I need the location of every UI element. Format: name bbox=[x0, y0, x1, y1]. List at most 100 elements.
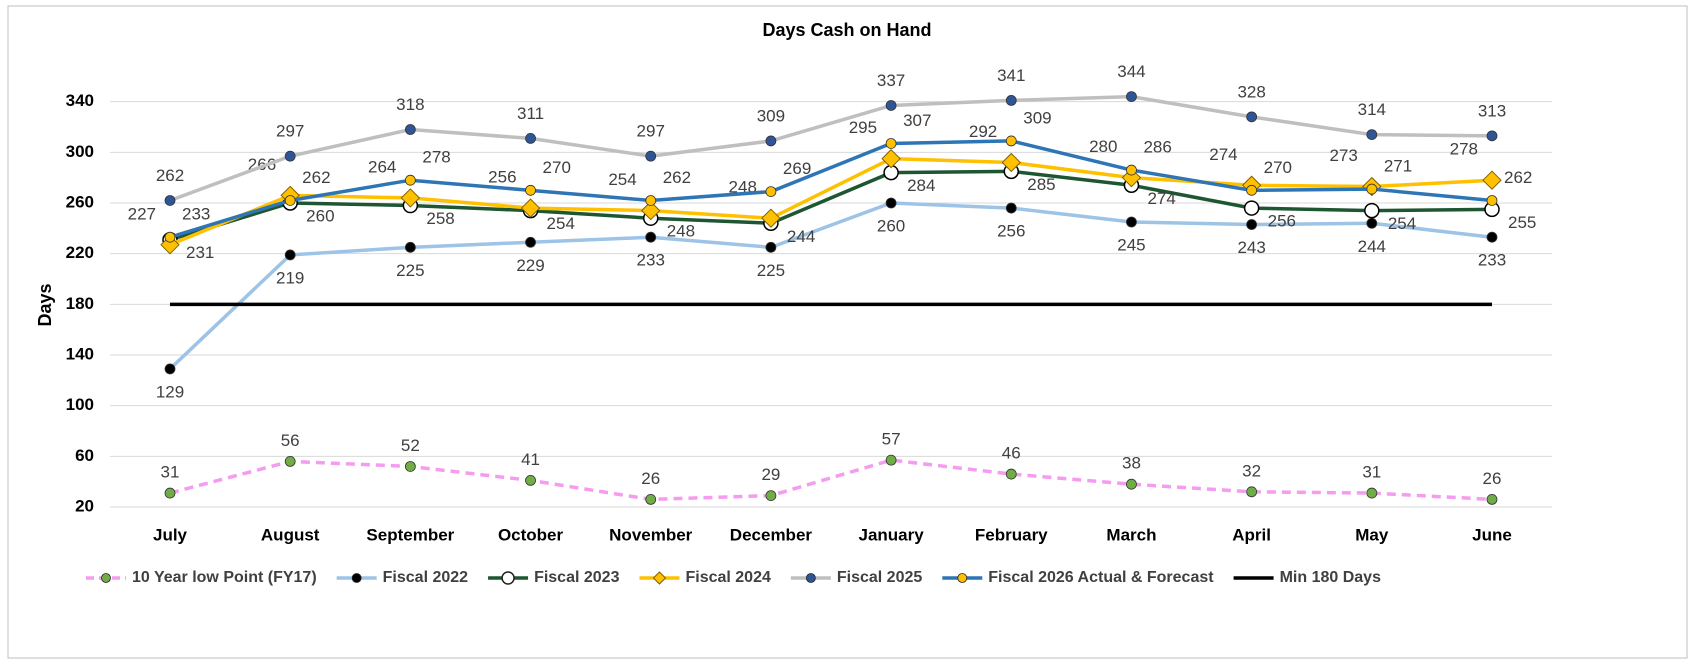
x-tick-label: February bbox=[975, 525, 1048, 544]
data-label: 286 bbox=[1143, 138, 1171, 157]
data-label: 295 bbox=[849, 118, 877, 137]
data-label: 309 bbox=[757, 106, 785, 125]
marker bbox=[1126, 478, 1137, 490]
data-label: 270 bbox=[543, 158, 571, 177]
marker bbox=[404, 461, 416, 472]
data-label: 57 bbox=[882, 430, 901, 449]
marker bbox=[1486, 130, 1498, 142]
series: 262 297 318 311 297 309 337 341 344 328 314 313 bbox=[156, 62, 1506, 206]
marker bbox=[284, 455, 296, 467]
data-label: 255 bbox=[1508, 213, 1536, 232]
x-tick-label: September bbox=[366, 525, 454, 544]
line bbox=[168, 201, 1493, 371]
marker bbox=[1246, 111, 1258, 123]
data-label: 258 bbox=[426, 209, 454, 228]
marker bbox=[164, 363, 176, 375]
marker bbox=[885, 138, 897, 149]
data-label: 254 bbox=[1388, 214, 1416, 233]
marker bbox=[641, 200, 661, 221]
data-label: 341 bbox=[997, 66, 1025, 85]
data-label: 244 bbox=[1358, 237, 1386, 256]
line bbox=[169, 156, 1493, 247]
data-label: 284 bbox=[907, 176, 935, 195]
marker bbox=[1482, 170, 1502, 190]
data-label: 52 bbox=[401, 436, 420, 455]
data-label: 256 bbox=[488, 168, 516, 187]
legend-marker bbox=[652, 571, 667, 585]
data-label: 229 bbox=[516, 256, 544, 275]
data-label: 274 bbox=[1209, 145, 1237, 164]
marker bbox=[1486, 493, 1498, 505]
data-label: 26 bbox=[1483, 469, 1502, 488]
data-label: 262 bbox=[302, 168, 330, 187]
data-label: 233 bbox=[182, 205, 210, 224]
data-label: 256 bbox=[1268, 212, 1296, 231]
data-label: 270 bbox=[1264, 158, 1292, 177]
line bbox=[169, 458, 1493, 502]
data-label: 297 bbox=[637, 122, 665, 141]
y-tick-label: 340 bbox=[66, 91, 94, 110]
y-tick-label: 260 bbox=[66, 192, 94, 211]
marker bbox=[1366, 487, 1378, 499]
marker bbox=[525, 184, 536, 196]
x-tick-label: December bbox=[730, 525, 813, 544]
marker bbox=[885, 454, 897, 466]
marker bbox=[645, 150, 657, 162]
legend-marker bbox=[101, 573, 111, 583]
data-label: 262 bbox=[663, 168, 691, 187]
marker bbox=[1005, 202, 1017, 214]
marker bbox=[520, 198, 541, 218]
marker bbox=[284, 195, 296, 206]
legend-label: Fiscal 2023 bbox=[534, 569, 620, 586]
data-label: 311 bbox=[517, 104, 544, 123]
series: 129 219 225 229 233 225 260 256 245 243 244 233 bbox=[156, 197, 1506, 401]
marker bbox=[645, 195, 657, 206]
series: 233 262 278 270 262 269 307 309 286 270 271 262 bbox=[164, 108, 1532, 243]
data-label: 285 bbox=[1027, 175, 1055, 194]
marker bbox=[1246, 219, 1258, 230]
marker bbox=[1246, 486, 1258, 498]
series: 31 56 52 41 26 29 57 46 38 32 31 26 bbox=[161, 430, 1502, 505]
marker bbox=[765, 241, 777, 253]
marker bbox=[404, 241, 416, 253]
x-tick-label: October bbox=[498, 525, 564, 544]
data-label: 231 bbox=[186, 243, 214, 262]
data-label: 280 bbox=[1089, 137, 1117, 156]
x-tick-label: March bbox=[1106, 525, 1156, 544]
data-label: 271 bbox=[1384, 157, 1412, 176]
data-label: 32 bbox=[1242, 461, 1261, 480]
data-label: 38 bbox=[1122, 454, 1141, 473]
data-label: 245 bbox=[1117, 235, 1145, 254]
x-tick-label: June bbox=[1472, 525, 1512, 544]
x-tick-label: November bbox=[609, 525, 693, 544]
data-label: 31 bbox=[1362, 463, 1381, 482]
legend-label: Min 180 Days bbox=[1280, 569, 1381, 586]
legend-marker bbox=[957, 573, 968, 583]
marker bbox=[1366, 183, 1378, 195]
marker bbox=[1366, 217, 1378, 229]
x-tick-label: July bbox=[153, 525, 188, 544]
marker bbox=[1126, 91, 1137, 102]
data-label: 273 bbox=[1329, 146, 1357, 165]
marker bbox=[885, 100, 897, 111]
marker bbox=[1246, 184, 1258, 196]
marker bbox=[1001, 152, 1021, 173]
marker bbox=[885, 197, 897, 209]
marker bbox=[1005, 95, 1017, 106]
line bbox=[169, 94, 1493, 203]
y-axis-label: Days bbox=[35, 283, 55, 326]
x-tick-label: August bbox=[261, 525, 320, 544]
data-label: 26 bbox=[641, 469, 660, 488]
marker bbox=[525, 236, 536, 248]
data-label: 307 bbox=[903, 111, 931, 130]
data-label: 225 bbox=[396, 261, 424, 280]
data-label: 260 bbox=[306, 206, 334, 225]
chart-title: Days Cash on Hand bbox=[762, 20, 931, 40]
legend-label: Fiscal 2024 bbox=[685, 569, 771, 586]
data-label: 262 bbox=[156, 166, 184, 185]
data-label: 225 bbox=[757, 261, 785, 280]
marker bbox=[645, 231, 657, 243]
line bbox=[169, 139, 1493, 239]
marker bbox=[881, 148, 901, 169]
